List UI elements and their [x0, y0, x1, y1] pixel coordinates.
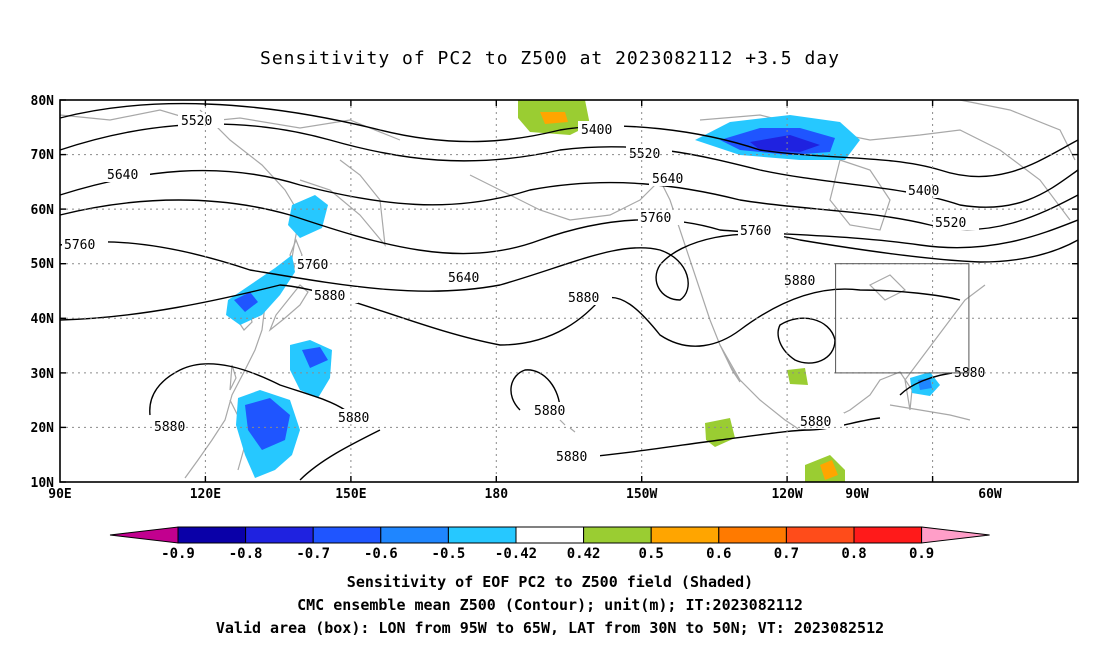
- lon-tick-label: 180: [485, 487, 509, 502]
- contour-label: 5880: [568, 291, 599, 306]
- shade-blob-mexico: [787, 368, 808, 385]
- colorbar-label: -0.42: [495, 546, 537, 562]
- contour-label: 5760: [640, 211, 671, 226]
- lon-axis-labels: 90E 120E 150E 180 150W 120W 90W 60W: [48, 487, 1002, 502]
- colorbar-label: -0.8: [229, 546, 263, 562]
- contour-label: 5520: [181, 114, 212, 129]
- chart-title: Sensitivity of PC2 to Z500 at 2023082112…: [259, 48, 840, 69]
- colorbar-swatch: [785, 526, 855, 544]
- colorbar-label: 0.42: [567, 546, 601, 562]
- lat-tick-label: 50N: [31, 257, 55, 272]
- lat-tick-label: 30N: [31, 367, 55, 382]
- contour-label: 5520: [629, 147, 660, 162]
- lon-tick-label: 150W: [626, 487, 657, 502]
- colorbar-swatch: [380, 526, 449, 544]
- lon-tick-label: 90W: [845, 487, 869, 502]
- contour-label: 5400: [908, 184, 939, 199]
- lon-tick-label: 120E: [190, 487, 221, 502]
- colorbar-swatch: [650, 526, 720, 544]
- colorbar-label: -0.6: [364, 546, 398, 562]
- valid-area-box: [835, 263, 970, 374]
- contour-label: 5400: [581, 123, 612, 138]
- shade-blob-greenland-inner: [750, 135, 820, 152]
- colorbar-swatch: [312, 526, 382, 544]
- contour-label: 5640: [652, 172, 683, 187]
- lon-tick-label: 60W: [978, 487, 1002, 502]
- colorbar-swatch: [853, 526, 923, 544]
- contour-label: 5760: [297, 258, 328, 273]
- contour-label: 5880: [314, 289, 345, 304]
- contour-label: 5880: [954, 366, 985, 381]
- shade-blob-east-pacific: [705, 418, 735, 447]
- shade-blob-philippine-sea-core: [245, 398, 290, 450]
- lat-tick-label: 60N: [31, 203, 55, 218]
- contour-label: 5880: [800, 415, 831, 430]
- colorbar-label: 0.5: [639, 546, 664, 562]
- shade-blob-gulf-core: [820, 460, 838, 480]
- colorbar-label: 0.8: [841, 546, 866, 562]
- colorbar-arrow-left: [109, 526, 179, 544]
- gridlines: [60, 100, 1078, 482]
- colorbar-label: 0.7: [774, 546, 799, 562]
- shade-blob-north-pacific-core: [540, 112, 568, 124]
- colorbar-swatch: [245, 526, 314, 544]
- contour-label: 5880: [556, 450, 587, 465]
- contour-label: 5760: [740, 224, 771, 239]
- contour-labels: 5520 5400 5520 5640 5640 5760 5760 5760 …: [62, 112, 998, 465]
- colorbar-swatch: [515, 526, 585, 544]
- lat-tick-label: 80N: [31, 94, 55, 109]
- contour-label: 5880: [534, 404, 565, 419]
- colorbar-swatch: [718, 526, 787, 544]
- colorbar-arrow-right: [921, 526, 990, 544]
- lat-tick-label: 20N: [31, 421, 55, 436]
- caption-line-2: CMC ensemble mean Z500 (Contour); unit(m…: [297, 596, 803, 614]
- colorbar-label: -0.9: [161, 546, 195, 562]
- colorbar-label: 0.6: [706, 546, 731, 562]
- caption-line-1: Sensitivity of EOF PC2 to Z500 field (Sh…: [346, 573, 754, 591]
- colorbar-swatch: [583, 526, 652, 544]
- lat-tick-label: 70N: [31, 148, 55, 163]
- shade-blob-west-pacific-core: [302, 347, 328, 368]
- lat-axis-labels: 80N 70N 60N 50N 40N 30N 20N 10N: [31, 94, 55, 491]
- contour-label: 5640: [107, 168, 138, 183]
- lat-tick-label: 40N: [31, 312, 55, 327]
- contour-label: 5520: [935, 216, 966, 231]
- contour-label: 5880: [338, 411, 369, 426]
- lon-tick-label: 120W: [771, 487, 802, 502]
- colorbar-label: -0.5: [432, 546, 466, 562]
- sensitivity-shading: [226, 100, 940, 482]
- contour-label: 5760: [64, 238, 95, 253]
- map-frame: [59, 99, 1079, 483]
- colorbar-label: -0.7: [296, 546, 330, 562]
- lon-tick-label: 90E: [48, 487, 71, 502]
- lon-tick-label: 150E: [335, 487, 366, 502]
- colorbar-label: 0.9: [909, 546, 934, 562]
- shade-blob-kamchatka: [288, 195, 328, 238]
- colorbar-swatch: [447, 526, 517, 544]
- lat-tick-label: 10N: [31, 476, 55, 491]
- colorbar: -0.9 -0.8 -0.7 -0.6 -0.5 -0.42 0.42 0.5 0.6 0.7 0.…: [109, 526, 990, 562]
- caption-line-3: Valid area (box): LON from 95W to 65W, L…: [215, 619, 885, 637]
- contour-label: 5640: [448, 271, 479, 286]
- tick-marks: [60, 99, 1078, 483]
- shade-blob-japan-sea-core: [234, 292, 258, 312]
- contour-label: 5880: [784, 274, 815, 289]
- colorbar-swatch: [177, 526, 247, 544]
